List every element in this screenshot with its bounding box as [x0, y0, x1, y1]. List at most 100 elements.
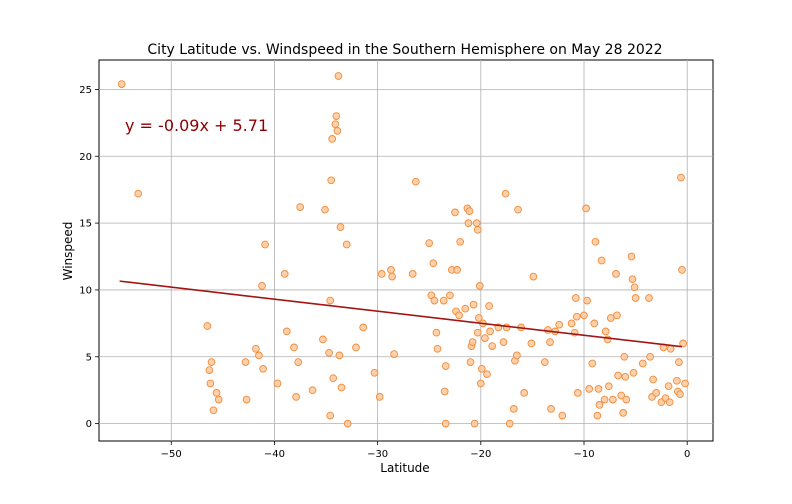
data-point	[646, 352, 654, 361]
data-point	[583, 296, 591, 305]
data-point	[433, 344, 442, 353]
data-point	[252, 344, 260, 353]
data-point	[527, 339, 536, 348]
data-point	[481, 334, 489, 342]
data-point	[465, 207, 474, 215]
data-point	[505, 419, 514, 428]
data-point	[622, 395, 631, 404]
data-point	[308, 386, 317, 395]
data-point	[612, 270, 620, 278]
data-point	[332, 112, 341, 120]
data-point	[134, 189, 143, 198]
data-point	[678, 266, 686, 274]
data-point	[205, 366, 214, 374]
data-point	[475, 282, 484, 290]
data-point	[214, 395, 223, 404]
y-axis-label: Winspeed	[61, 222, 75, 281]
data-point	[430, 296, 439, 305]
data-point	[502, 323, 511, 332]
data-point	[408, 270, 417, 278]
data-point	[620, 352, 629, 361]
data-point	[476, 379, 485, 388]
data-point	[630, 283, 639, 292]
data-point	[453, 266, 461, 274]
data-point	[352, 343, 360, 352]
data-point	[580, 311, 588, 320]
data-point	[337, 383, 346, 392]
data-point	[387, 266, 395, 274]
data-point	[290, 343, 298, 352]
data-point	[485, 302, 493, 310]
data-point	[375, 393, 384, 401]
data-point	[649, 375, 657, 384]
x-axis-label: Latitude	[380, 461, 429, 475]
data-point	[473, 328, 482, 337]
data-point	[432, 328, 441, 337]
data-point	[455, 311, 463, 320]
data-point	[456, 237, 465, 246]
data-point	[335, 351, 344, 360]
data-point	[280, 270, 289, 278]
data-point	[464, 219, 473, 227]
data-point	[411, 177, 420, 186]
data-point	[390, 350, 398, 358]
data-point	[483, 370, 491, 379]
data-point	[547, 405, 555, 413]
data-point	[573, 389, 582, 397]
x-axis-ticks: −50 −40 −30 −20 −10 0	[161, 441, 690, 460]
data-point	[645, 294, 653, 302]
y-tick-label: 25	[79, 85, 92, 96]
data-point	[207, 358, 216, 366]
data-point	[429, 259, 438, 268]
data-point	[327, 176, 336, 185]
data-point	[628, 275, 637, 284]
data-point	[319, 335, 327, 344]
data-point	[597, 256, 606, 265]
data-point	[333, 127, 342, 135]
data-point	[604, 382, 613, 391]
data-point	[572, 312, 581, 321]
data-point	[567, 319, 576, 328]
data-point	[441, 419, 450, 428]
data-point	[296, 203, 305, 211]
y-tick-label: 10	[79, 285, 92, 296]
data-point	[571, 294, 580, 302]
y-tick-label: 0	[86, 419, 92, 430]
data-point	[673, 376, 681, 385]
data-point	[440, 387, 449, 396]
x-tick-label: −10	[573, 449, 594, 460]
chart-title: City Latitude vs. Windspeed in the South…	[147, 42, 662, 58]
data-point	[546, 338, 554, 346]
y-tick-label: 15	[79, 219, 92, 230]
data-point	[638, 359, 647, 368]
data-point	[331, 120, 340, 129]
data-point	[664, 382, 673, 391]
data-point	[488, 342, 497, 350]
data-point	[558, 411, 567, 420]
data-point	[613, 311, 621, 320]
data-point	[509, 405, 518, 413]
data-point	[470, 419, 479, 428]
regression-line-path	[119, 280, 683, 348]
data-point	[600, 395, 609, 404]
data-point	[212, 389, 221, 397]
data-point	[321, 205, 329, 214]
data-point	[529, 272, 538, 281]
plot-area	[98, 59, 714, 442]
data-point	[621, 372, 630, 381]
y-tick-label: 5	[86, 352, 92, 363]
data-point	[336, 223, 345, 231]
data-point	[501, 189, 510, 198]
data-point	[282, 327, 291, 336]
data-point	[601, 327, 610, 336]
data-point	[209, 406, 218, 415]
data-point	[629, 368, 638, 377]
data-point	[325, 348, 333, 357]
data-point	[472, 219, 481, 227]
data-point	[473, 225, 482, 234]
data-point	[514, 205, 522, 214]
data-point	[206, 379, 215, 388]
y-axis-ticks: 0 5 10 15 20 25	[79, 85, 99, 430]
data-point	[582, 204, 590, 213]
